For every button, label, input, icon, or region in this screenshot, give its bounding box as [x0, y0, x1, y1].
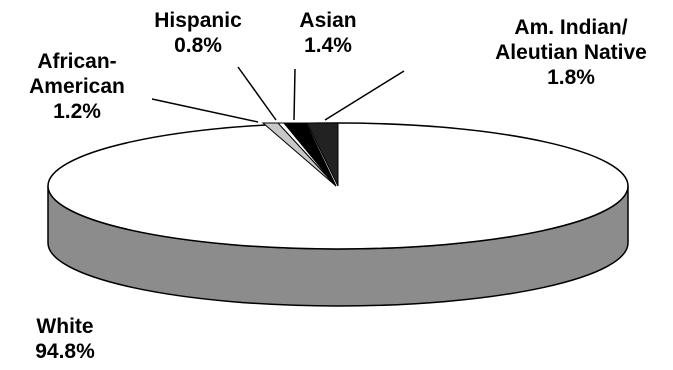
label-african-american: African- American 1.2%	[2, 49, 152, 124]
label-am-indian-value: 1.8%	[547, 66, 595, 89]
label-african-american-line1: African-	[37, 50, 117, 73]
leader-line-asian	[293, 68, 296, 121]
label-asian: Asian 1.4%	[288, 8, 368, 58]
label-am-indian-line2: Aleutian Native	[495, 41, 647, 64]
label-white-name: White	[36, 315, 94, 338]
leader-line-hispanic	[237, 66, 277, 121]
pie-slice-asian	[282, 122, 337, 187]
pie-slice-am-indian	[306, 122, 339, 187]
label-asian-name: Asian	[299, 9, 357, 32]
label-am-indian: Am. Indian/ Aleutian Native 1.8%	[471, 15, 671, 90]
label-am-indian-line1: Am. Indian/	[514, 16, 628, 39]
label-hispanic-value: 0.8%	[174, 34, 222, 57]
leader-line-am-indian	[324, 70, 405, 121]
label-african-american-line2: American	[29, 75, 125, 98]
label-hispanic-name: Hispanic	[154, 9, 242, 32]
label-white-value: 94.8%	[35, 340, 95, 363]
label-white: White 94.8%	[5, 314, 125, 364]
label-asian-value: 1.4%	[304, 34, 352, 57]
label-african-american-value: 1.2%	[53, 100, 101, 123]
label-hispanic: Hispanic 0.8%	[143, 8, 253, 58]
leader-line-african-american	[151, 98, 259, 123]
